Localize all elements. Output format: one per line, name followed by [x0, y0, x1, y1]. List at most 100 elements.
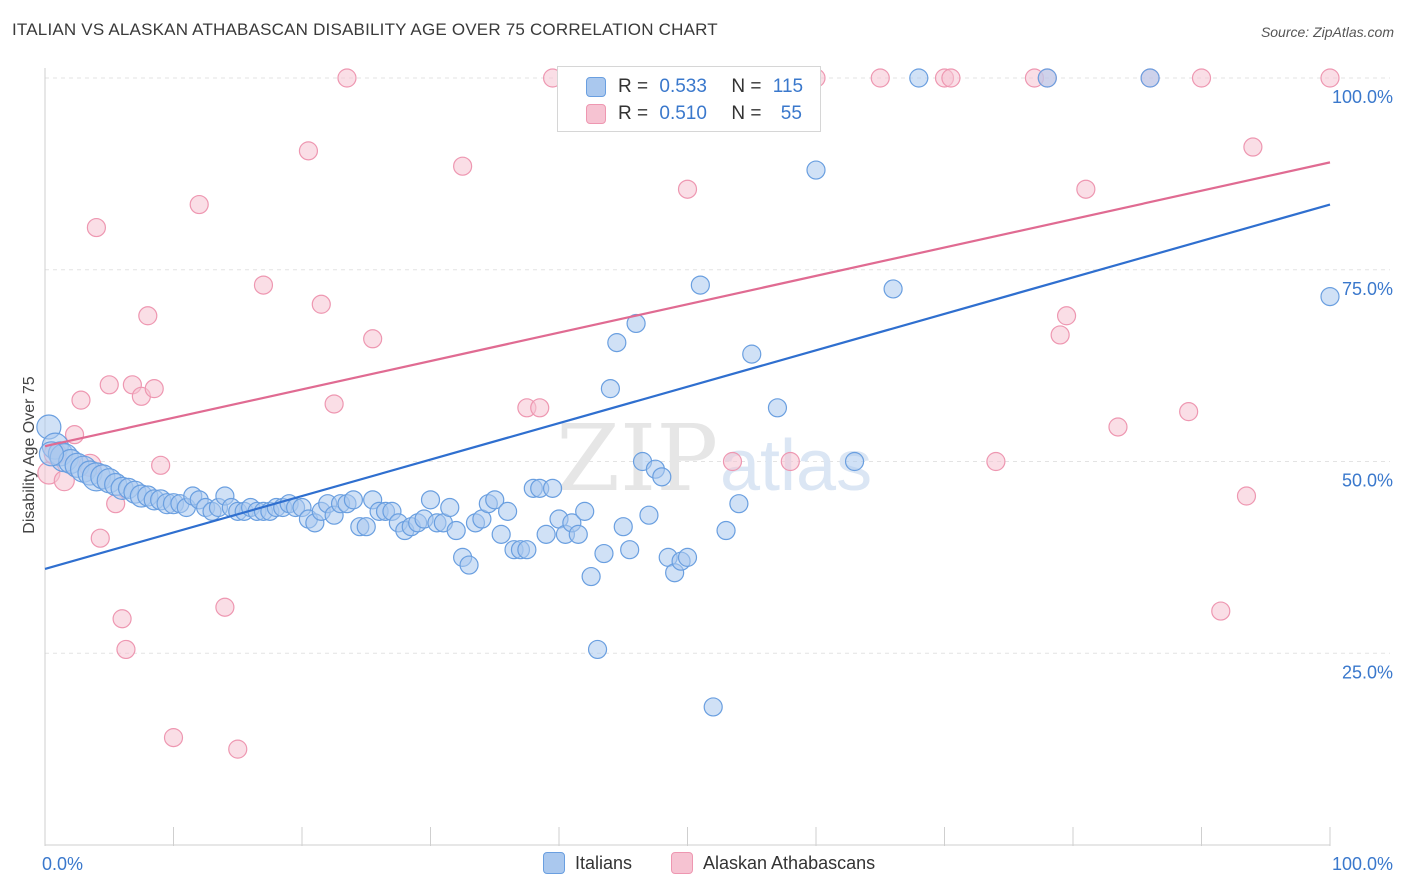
- alaskan-point-51: [1211, 601, 1231, 621]
- italians-point-107: [806, 160, 826, 180]
- italians-point-89: [607, 333, 627, 353]
- alaskan-point-44: [1050, 325, 1070, 345]
- alaskan-point-21: [253, 275, 274, 295]
- alaskan-point-7: [90, 528, 110, 548]
- alaskan-point-18: [189, 194, 209, 215]
- alaskan-point-20: [228, 739, 248, 759]
- alaskan-legend-swatch: [671, 852, 693, 874]
- alaskan-point-19: [215, 597, 235, 617]
- italians-point-85: [581, 566, 601, 587]
- alaskan-point-29: [530, 398, 550, 418]
- alaskan-point-38: [870, 68, 890, 88]
- italians-point-90: [613, 517, 633, 537]
- italians-swatch: [586, 77, 606, 97]
- alaskan-n-value: 55: [780, 103, 802, 124]
- grid-lines: [45, 77, 1390, 654]
- series-legend: Italians Alaskan Athabascans: [0, 852, 1406, 878]
- alaskan-point-6: [86, 217, 107, 238]
- x-tick-label-1: 100.0%: [1332, 854, 1393, 874]
- italians-point-108: [844, 451, 865, 472]
- italians-point-94: [639, 505, 659, 525]
- italians-point-64: [446, 520, 466, 541]
- italians-point-63: [440, 497, 460, 518]
- italians-point-70: [485, 490, 505, 510]
- italians-point-78: [536, 524, 556, 544]
- italians-point-103: [716, 520, 736, 541]
- alaskan-point-26: [363, 329, 383, 349]
- alaskan-point-27: [453, 156, 473, 176]
- italians-point-66: [459, 555, 479, 575]
- alaskan-point-32: [677, 179, 698, 199]
- alaskan-point-49: [1179, 402, 1199, 422]
- alaskan-point-15: [144, 379, 164, 399]
- italians-point-96: [652, 467, 672, 487]
- alaskan-swatch: [586, 104, 606, 124]
- italians-point-92: [626, 313, 646, 334]
- x-tick-labels: 0.0% 100.0%: [42, 854, 1393, 874]
- legend-row-alaskan: R = 0.510 N = 55: [586, 101, 802, 127]
- alaskan-point-16: [151, 455, 171, 475]
- italians-point-50: [356, 517, 376, 537]
- x-tick-label-0: 0.0%: [42, 854, 83, 874]
- y-tick-label-2: 75.0%: [1342, 279, 1393, 299]
- y-axis-label: Disability Age Over 75: [21, 376, 38, 534]
- legend-item-alaskan[interactable]: Alaskan Athabascans: [671, 852, 875, 874]
- alaskan-point-25: [337, 68, 357, 88]
- italians-n-value: 115: [772, 76, 804, 97]
- italians-point-105: [742, 344, 762, 364]
- source-label: Source: ZipAtlas.com: [1260, 24, 1394, 40]
- italians-point-106: [767, 398, 788, 418]
- alaskan-point-11: [116, 639, 136, 660]
- alaskan-r-label: R =: [618, 103, 649, 124]
- italians-point-60: [420, 490, 441, 510]
- alaskan-point-46: [1076, 179, 1096, 199]
- italians-point-100: [677, 547, 698, 567]
- italians-point-87: [594, 543, 614, 564]
- alaskan-n-label: N =: [731, 103, 762, 124]
- italians-point-110: [909, 68, 929, 88]
- alaskan-point-4: [71, 390, 91, 410]
- alaskan-point-36: [780, 451, 800, 472]
- legend-item-italians[interactable]: Italians: [543, 852, 632, 874]
- alaskan-point-45: [1056, 306, 1077, 326]
- italians-point-83: [568, 524, 588, 544]
- italians-point-88: [600, 379, 621, 399]
- alaskan-r-value: 0.510: [659, 103, 707, 124]
- legend-row-italians: R = 0.533 N = 115: [586, 74, 803, 100]
- italians-point-111: [1037, 68, 1057, 88]
- italians-point-75: [517, 540, 537, 560]
- alaskan-regression-line: [44, 161, 1331, 448]
- italians-r-label: R =: [618, 76, 649, 97]
- alaskan-point-14: [138, 306, 158, 326]
- regression-lines: [44, 161, 1331, 570]
- alaskan-point-41: [986, 451, 1006, 472]
- alaskan-point-22: [298, 141, 319, 161]
- italians-point-114: [38, 441, 65, 467]
- italians-points: [36, 68, 1340, 717]
- alaskan-point-40: [941, 68, 961, 88]
- italians-point-112: [1140, 68, 1160, 88]
- italians-point-101: [690, 275, 710, 295]
- alaskan-point-17: [163, 728, 184, 748]
- alaskan-point-24: [324, 394, 344, 414]
- italians-point-84: [575, 501, 595, 521]
- italians-point-102: [703, 697, 723, 717]
- italians-point-72: [498, 501, 518, 521]
- alaskan-point-47: [1108, 417, 1128, 437]
- y-tick-labels: 25.0% 50.0% 75.0% 100.0%: [1332, 87, 1393, 682]
- italians-r-value: 0.533: [659, 76, 707, 97]
- italians-point-104: [729, 494, 749, 514]
- alaskan-point-10: [112, 609, 132, 629]
- chart-title: ITALIAN VS ALASKAN ATHABASCAN DISABILITY…: [12, 20, 718, 39]
- italians-regression-line: [44, 203, 1331, 570]
- alaskan-point-8: [99, 375, 119, 395]
- italians-point-71: [491, 524, 511, 544]
- italians-legend-swatch: [543, 852, 565, 874]
- italians-point-109: [883, 279, 903, 299]
- alaskan-point-50: [1191, 68, 1212, 88]
- correlation-legend: R = 0.533 N = 115 R = 0.510 N = 55: [557, 66, 821, 132]
- y-tick-label-0: 25.0%: [1342, 662, 1393, 682]
- alaskan-point-54: [1320, 68, 1340, 88]
- italians-n-label: N =: [731, 76, 762, 97]
